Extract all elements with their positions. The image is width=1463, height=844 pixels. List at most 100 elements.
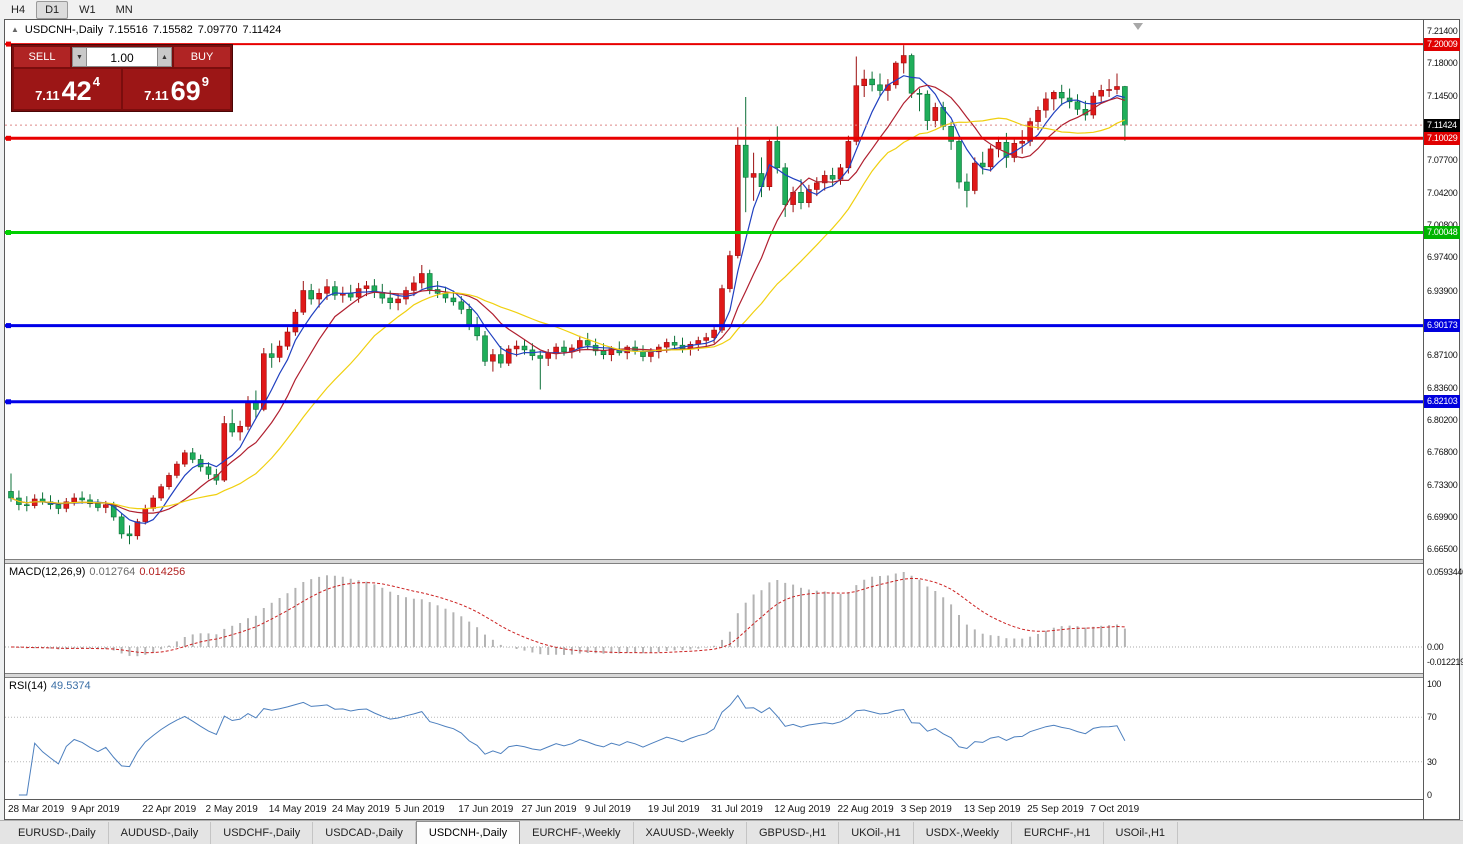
date-axis-label: 28 Mar 2019: [8, 804, 65, 815]
price-axis-label: 7.21400: [1427, 26, 1458, 36]
chart-tab-UKOil-H1[interactable]: UKOil-,H1: [839, 822, 914, 844]
date-axis-label: 2 May 2019: [205, 804, 258, 815]
rsi-axis-label: 70: [1427, 712, 1437, 723]
line-anchor-handle: [6, 230, 11, 235]
rsi-axis-label: 0: [1427, 790, 1432, 800]
price-badge: 6.82103: [1424, 395, 1460, 409]
pane-splitter[interactable]: [5, 559, 1459, 564]
date-axis-label: 5 Jun 2019: [395, 804, 445, 815]
price-axis-label: 6.93900: [1427, 285, 1458, 296]
date-axis-label: 27 Jun 2019: [521, 804, 577, 815]
price-axis-label: 7.14500: [1427, 91, 1458, 102]
macd-axis-label: -0.0122190: [1427, 657, 1463, 668]
macd-axis-label: 0.0593440: [1427, 567, 1463, 577]
date-axis-label: 3 Sep 2019: [900, 804, 952, 815]
volume-increase-icon[interactable]: ▲: [157, 47, 172, 67]
sell-price-button[interactable]: 7.11 42 4: [14, 69, 121, 109]
macd-main-value: 0.012764: [89, 566, 136, 578]
chart-shift-marker-icon: [1133, 23, 1143, 30]
chart-symbol: USDCNH-,Daily: [24, 24, 104, 36]
volume-input[interactable]: 1.00: [87, 47, 157, 67]
chart-tab-EURCHF-Weekly[interactable]: EURCHF-,Weekly: [520, 822, 634, 844]
chart-window: ▲ USDCNH-,Daily 7.15516 7.15582 7.09770 7.114…: [4, 19, 1463, 820]
ohlc-high: 7.15582: [152, 24, 193, 36]
date-axis-label: 7 Oct 2019: [1090, 804, 1140, 815]
price-axis-label: 6.76800: [1427, 446, 1458, 457]
price-axis[interactable]: 7.21400 7.18000 7.14500 7.07700 7.04200 7.008…: [1423, 20, 1463, 819]
buy-price-button[interactable]: 7.11 69 9: [123, 69, 230, 109]
macd-signal-line: [10, 577, 1125, 654]
main-chart-pane[interactable]: ▲ USDCNH-,Daily 7.15516 7.15582 7.09770 7.114…: [5, 20, 1423, 559]
one-click-trading-panel: SELL ▼ 1.00 ▲ BUY 7.11 42 4 7.11 69 9: [11, 44, 233, 112]
bid-price-large: 42: [61, 76, 92, 106]
rsi-value: 49.5374: [50, 680, 91, 692]
timeframe-MN-button[interactable]: MN: [115, 4, 133, 16]
price-axis-label: 6.80200: [1427, 414, 1458, 425]
chart-tab-bar: EURUSD-,Daily AUDUSD-,Daily USDCHF-,Daily U…: [0, 820, 1463, 844]
date-axis-label: 22 Aug 2019: [837, 804, 894, 815]
macd-pane[interactable]: MACD(12,26,9) 0.012764 0.014256: [5, 564, 1423, 673]
volume-stepper: ▼ 1.00 ▲: [72, 47, 172, 67]
price-badge: 7.20009: [1424, 37, 1460, 51]
time-axis[interactable]: 28 Mar 2019 9 Apr 2019 22 Apr 2019 2 May 20…: [5, 799, 1423, 819]
ohlc-open: 7.15516: [108, 24, 148, 36]
price-axis-label: 6.69900: [1427, 511, 1458, 522]
oneclick-collapse-arrow-icon[interactable]: ▲: [11, 25, 19, 34]
rsi-chart[interactable]: [5, 678, 1423, 799]
chart-tab-GBPUSD-H1[interactable]: GBPUSD-,H1: [747, 822, 840, 844]
candlestick-chart[interactable]: [5, 20, 1423, 559]
volume-decrease-icon[interactable]: ▼: [72, 47, 87, 67]
bid-price-sup: 4: [92, 74, 100, 89]
chart-tab-USDCAD-Daily[interactable]: USDCAD-,Daily: [313, 822, 416, 844]
rsi-line: [18, 694, 1126, 796]
bid-price-small: 7.11: [35, 88, 60, 103]
chart-tab-USDX-Weekly[interactable]: USDX-,Weekly: [914, 822, 1012, 844]
ohlc-low: 7.09770: [197, 24, 238, 36]
date-axis-label: 22 Apr 2019: [142, 804, 197, 815]
timeframe-toolbar: H4 D1 W1 MN: [0, 0, 1463, 19]
price-axis-label: 6.66500: [1427, 544, 1458, 554]
chart-tab-USDCHF-Daily[interactable]: USDCHF-,Daily: [211, 822, 314, 844]
chart-tab-EURCHF-H1[interactable]: EURCHF-,H1: [1012, 822, 1104, 844]
date-axis-label: 24 May 2019: [331, 804, 390, 815]
line-anchor-handle: [6, 135, 11, 141]
macd-signal-value: 0.014256: [139, 566, 186, 578]
chart-tab-EURUSD-Daily[interactable]: EURUSD-,Daily: [6, 822, 109, 844]
buy-button[interactable]: BUY: [174, 47, 230, 67]
price-axis-label: 6.97400: [1427, 252, 1458, 263]
timeframe-D1-button[interactable]: D1: [36, 1, 69, 19]
timeframe-W1-button[interactable]: W1: [79, 4, 96, 16]
timeframe-H4-button[interactable]: H4: [11, 4, 26, 16]
price-axis-label: 6.83600: [1427, 382, 1458, 393]
chart-tab-USDCNH-Daily[interactable]: USDCNH-,Daily: [415, 821, 521, 844]
pane-splitter[interactable]: [5, 673, 1459, 678]
price-axis-label: 6.73300: [1427, 479, 1458, 490]
date-axis-label: 19 Jul 2019: [647, 804, 700, 815]
date-axis-label: 17 Jun 2019: [458, 804, 514, 815]
price-axis-label: 6.87100: [1427, 349, 1458, 360]
line-anchor-handle: [6, 323, 11, 329]
macd-label: MACD(12,26,9) 0.012764 0.014256: [9, 566, 186, 578]
date-axis-label: 13 Sep 2019: [963, 804, 1021, 815]
chart-tab-USOil-H1[interactable]: USOil-,H1: [1104, 822, 1179, 844]
rsi-pane[interactable]: RSI(14) 49.5374: [5, 678, 1423, 799]
chart-tab-XAUUSD-Weekly[interactable]: XAUUSD-,Weekly: [634, 822, 747, 844]
ask-price-sup: 9: [201, 74, 209, 89]
chart-tab-AUDUSD-Daily[interactable]: AUDUSD-,Daily: [109, 822, 212, 844]
price-axis-label: 7.00800: [1427, 220, 1458, 230]
rsi-axis-label: 100: [1427, 679, 1442, 689]
line-anchor-handle: [6, 399, 11, 405]
ask-price-small: 7.11: [144, 88, 169, 103]
rsi-label: RSI(14) 49.5374: [9, 680, 91, 692]
sell-button[interactable]: SELL: [14, 47, 70, 67]
price-axis-label: 7.18000: [1427, 58, 1458, 69]
date-axis-label: 14 May 2019: [268, 804, 327, 815]
ohlc-close: 7.11424: [242, 24, 282, 36]
price-axis-label: 7.07700: [1427, 155, 1458, 166]
price-badge: 7.00048: [1424, 226, 1460, 239]
date-axis-label: 12 Aug 2019: [774, 804, 831, 815]
ask-price-large: 69: [170, 76, 201, 106]
macd-chart[interactable]: [5, 564, 1423, 673]
date-axis-label: 9 Apr 2019: [71, 804, 120, 815]
